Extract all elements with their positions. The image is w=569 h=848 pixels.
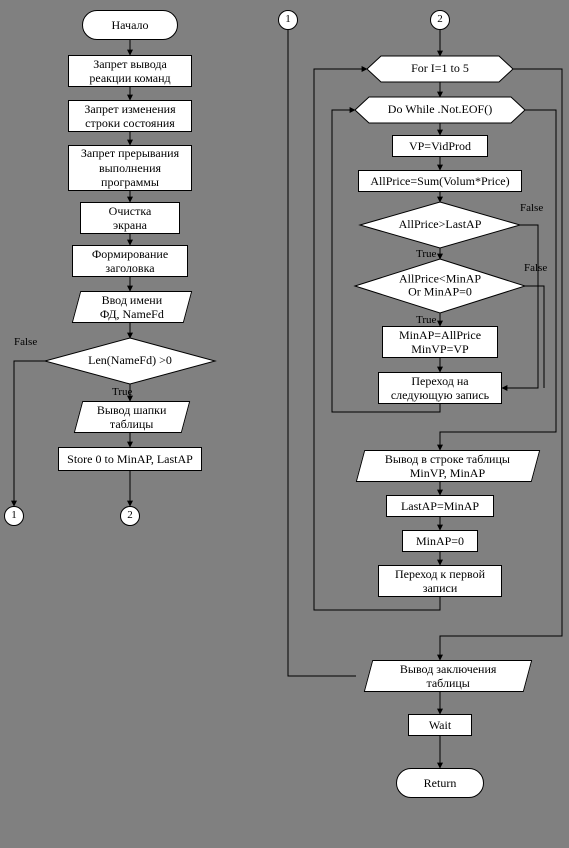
d2_true: True [416, 248, 436, 260]
p_minap: MinAP=AllPriceMinVP=VP [382, 326, 498, 358]
io1-label: Ввод имениФД, NameFd [100, 293, 164, 322]
conn2_top: 2 [430, 10, 450, 30]
for [367, 56, 513, 82]
d1 [45, 338, 215, 384]
io3: Вывод в строке таблицыMinVP, MinAP [356, 450, 541, 482]
svg-text:AllPrice<MinAP: AllPrice<MinAP [399, 271, 481, 285]
svg-text:Or MinAP=0: Or MinAP=0 [408, 284, 472, 298]
p4: Очисткаэкрана [80, 202, 180, 234]
svg-text:Len(NameFd) >0: Len(NameFd) >0 [88, 353, 172, 367]
svg-text:AllPrice>LastAP: AllPrice>LastAP [399, 217, 482, 231]
p_allprice: AllPrice=Sum(Volum*Price) [358, 170, 522, 192]
p_first: Переход к первойзаписи [378, 565, 502, 597]
io4: Вывод заключениятаблицы [364, 660, 533, 692]
while [355, 97, 525, 123]
d2_false: False [520, 202, 543, 214]
start: Начало [82, 10, 178, 40]
d3_false: False [524, 262, 547, 274]
p3: Запрет прерываниявыполненияпрограммы [68, 145, 192, 191]
p5: Формированиезаголовка [72, 245, 188, 277]
io3-label: Вывод в строке таблицыMinVP, MinAP [385, 452, 510, 481]
svg-text:Do While .Not.EOF(): Do While .Not.EOF() [388, 102, 492, 116]
io2: Вывод шапкитаблицы [74, 401, 191, 433]
svg-text:For I=1 to 5: For I=1 to 5 [411, 61, 469, 75]
io2-label: Вывод шапкитаблицы [97, 403, 167, 432]
p_lastap: LastAP=MinAP [386, 495, 494, 517]
conn2_bot: 2 [120, 506, 140, 526]
d3 [355, 259, 525, 313]
io1: Ввод имениФД, NameFd [72, 291, 193, 323]
d2 [360, 202, 520, 248]
d1_false: False [14, 336, 37, 348]
conn1_bot: 1 [4, 506, 24, 526]
d1_true: True [112, 386, 132, 398]
p2: Запрет изменениястроки состояния [68, 100, 192, 132]
p_vp: VP=VidProd [392, 135, 488, 157]
return: Return [396, 768, 484, 798]
p_minap0: MinAP=0 [402, 530, 478, 552]
d3_true: True [416, 314, 436, 326]
io4-label: Вывод заключениятаблицы [400, 662, 497, 691]
conn1_top: 1 [278, 10, 298, 30]
p1: Запрет выводареакции команд [68, 55, 192, 87]
p6: Store 0 to MinAP, LastAP [58, 447, 202, 471]
p_next: Переход наследующую запись [378, 372, 502, 404]
p_wait: Wait [408, 714, 472, 736]
